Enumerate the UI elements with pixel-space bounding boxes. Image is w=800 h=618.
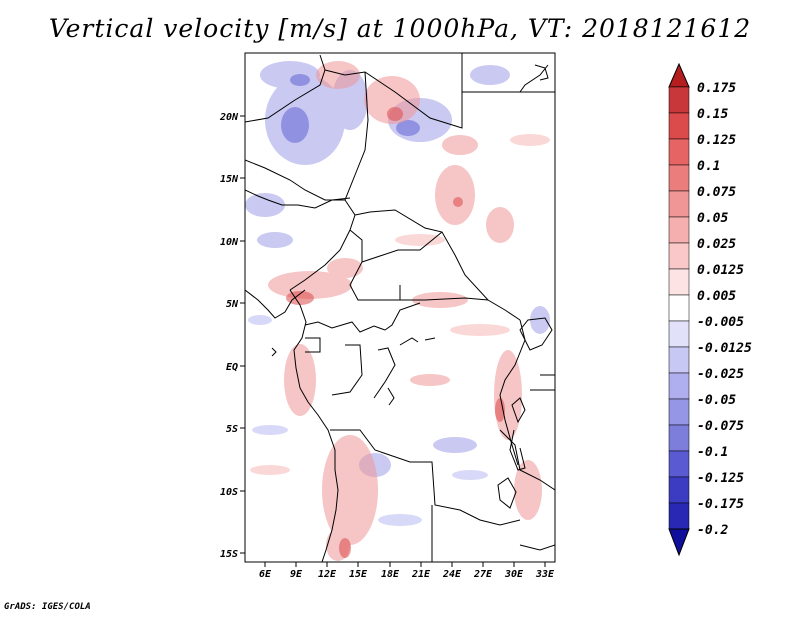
lon-label: 33E	[535, 569, 555, 580]
colorbar-label: 0.0125	[697, 263, 744, 278]
colorbar-label: 0.175	[697, 81, 736, 96]
colorbar-label: -0.005	[697, 315, 744, 330]
colorbar-swatch	[668, 112, 690, 140]
lon-label: 6E	[259, 569, 272, 580]
map-frame	[244, 52, 556, 563]
lon-label: 12E	[318, 569, 337, 580]
colorbar-arrow-bottom	[668, 528, 690, 557]
colorbar-label: 0.1	[697, 159, 720, 174]
colorbar-swatch	[668, 450, 690, 478]
colorbar-swatch	[668, 502, 690, 530]
colorbar-swatch	[668, 320, 690, 348]
colorbar-label: -0.175	[697, 497, 744, 512]
grads-credit: GrADS: IGES/COLA	[4, 602, 91, 612]
lat-label: 10N	[220, 237, 239, 248]
lon-label: 24E	[442, 569, 462, 580]
velocity-field	[245, 53, 555, 562]
colorbar-label: -0.1	[697, 445, 728, 460]
lon-label: 9E	[290, 569, 303, 580]
colorbar-swatch	[668, 346, 690, 374]
colorbar-swatch	[668, 190, 690, 218]
colorbar-swatch	[668, 424, 690, 452]
colorbar-swatch	[668, 216, 690, 244]
map-title: Vertical velocity [m/s] at 1000hPa, VT: …	[48, 14, 752, 43]
lon-label: 21E	[411, 569, 431, 580]
colorbar: 0.175 0.15 0.125 0.1 0.075 0.05 0.025 0.…	[668, 62, 752, 557]
colorbar-label: 0.005	[697, 289, 736, 304]
lon-label: 27E	[473, 569, 493, 580]
colorbar-swatch	[668, 138, 690, 166]
lat-label: 10S	[220, 487, 238, 498]
lat-label: 15S	[220, 549, 238, 560]
lat-label: 5S	[226, 424, 238, 435]
colorbar-swatch	[668, 476, 690, 504]
colorbar-swatch	[668, 372, 690, 400]
colorbar-swatch	[668, 294, 690, 322]
lat-label: 5N	[226, 299, 239, 310]
colorbar-label: -0.075	[697, 419, 744, 434]
lat-label: EQ	[226, 362, 238, 373]
colorbar-label: 0.05	[697, 211, 728, 226]
colorbar-label: -0.0125	[697, 341, 752, 356]
lat-label: 15N	[220, 174, 239, 185]
colorbar-label: 0.075	[697, 185, 736, 200]
lon-label: 30E	[504, 569, 524, 580]
colorbar-swatch	[668, 242, 690, 270]
colorbar-label: -0.05	[697, 393, 736, 408]
colorbar-swatch	[668, 268, 690, 296]
colorbar-label: -0.2	[697, 523, 728, 538]
coastline	[245, 64, 553, 562]
colorbar-label: 0.15	[697, 107, 728, 122]
lon-label: 18E	[381, 569, 400, 580]
colorbar-label: 0.125	[697, 133, 736, 148]
colorbar-arrow-top	[668, 62, 690, 88]
colorbar-label: 0.025	[697, 237, 736, 252]
colorbar-swatch	[668, 398, 690, 426]
colorbar-label: -0.025	[697, 367, 744, 382]
country-borders	[245, 53, 555, 562]
colorbar-swatch	[668, 164, 690, 192]
lat-label: 20N	[219, 112, 239, 123]
lon-label: 15E	[349, 569, 368, 580]
colorbar-swatch	[668, 86, 690, 114]
colorbar-label: -0.125	[697, 471, 744, 486]
